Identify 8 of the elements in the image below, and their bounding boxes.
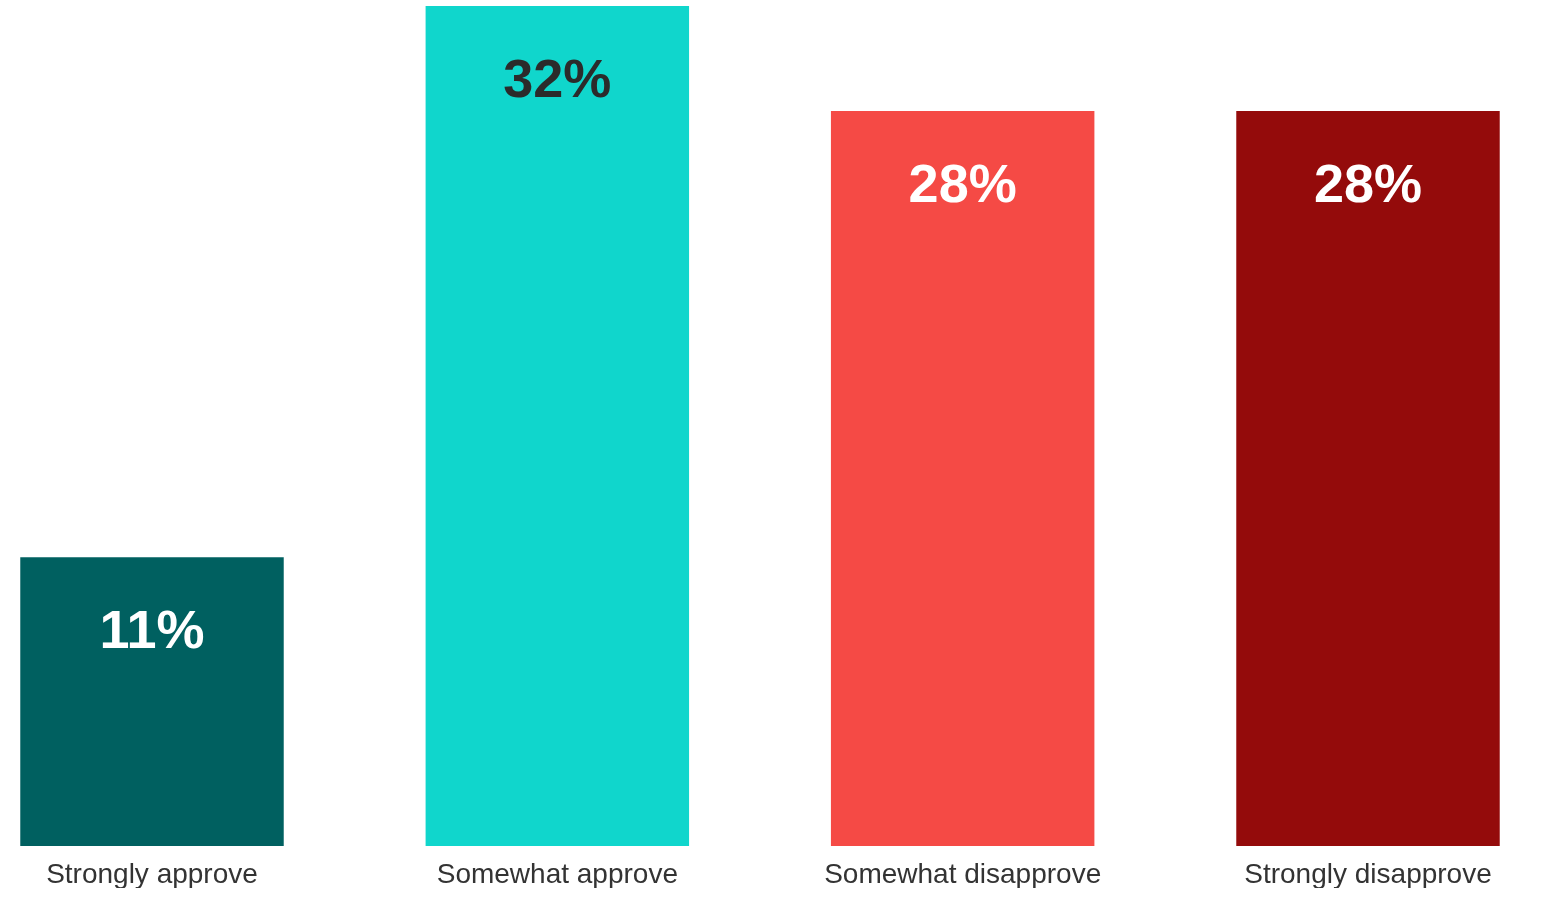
x-tick-label: Somewhat approve bbox=[436, 857, 678, 889]
data-label: 32% bbox=[503, 48, 612, 108]
x-tick-label: Strongly disapprove bbox=[1244, 857, 1492, 889]
data-label: 28% bbox=[1313, 153, 1423, 213]
x-tick-label: Somewhat disapprove bbox=[824, 857, 1102, 889]
x-tick-label: Strongly approve bbox=[46, 857, 258, 889]
data-label: 28% bbox=[908, 153, 1017, 213]
data-label: 11% bbox=[99, 599, 205, 660]
